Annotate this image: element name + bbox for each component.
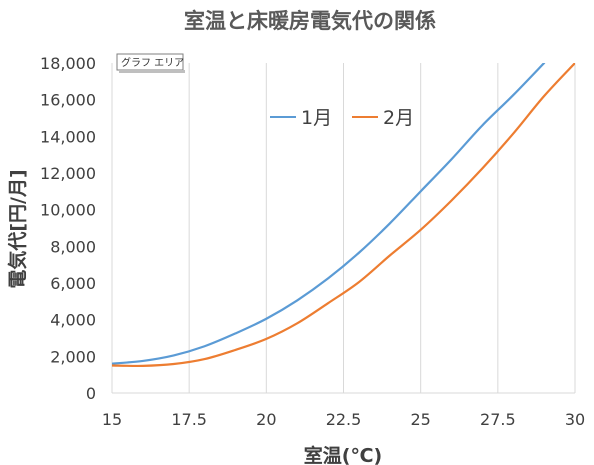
series-line-1月 — [112, 63, 546, 365]
legend-label-1月: 1月 — [301, 107, 332, 129]
y-tick-label: 0 — [86, 384, 96, 403]
legend-label-2月: 2月 — [383, 107, 414, 129]
y-axis-title: 電気代[円/月] — [6, 169, 29, 288]
y-tick-label: 6,000 — [50, 274, 96, 293]
series-lines — [112, 63, 575, 368]
chart-area-tooltip: グラフ エリア — [116, 53, 185, 73]
y-tick-label: 12,000 — [40, 164, 96, 183]
x-tick-label: 20 — [256, 410, 276, 429]
y-tick-label: 4,000 — [50, 311, 96, 330]
chart-title: 室温と床暖房電気代の関係 — [184, 9, 436, 33]
series-line-2月 — [112, 63, 575, 368]
x-tick-label: 25 — [410, 410, 430, 429]
y-tick-label: 2,000 — [50, 347, 96, 366]
x-tick-label: 17.5 — [171, 410, 207, 429]
legend: 1月 2月 — [270, 107, 414, 129]
y-tick-label: 18,000 — [40, 54, 96, 73]
tooltip-shadow — [119, 70, 185, 73]
x-axis-title: 室温(℃) — [304, 444, 382, 465]
gridlines — [111, 63, 576, 393]
x-tick-label: 30 — [565, 410, 585, 429]
y-tick-label: 16,000 — [40, 91, 96, 110]
x-tick-label: 22.5 — [326, 410, 362, 429]
x-tick-label: 15 — [102, 410, 122, 429]
x-tick-label: 27.5 — [480, 410, 516, 429]
y-tick-label: 10,000 — [40, 201, 96, 220]
axes: 15 17.5 20 22.5 25 27.5 30 0 2,000 4,000 6,000 8,00… — [40, 54, 585, 429]
tooltip-text: グラフ エリア — [121, 56, 184, 69]
y-tick-label: 8,000 — [50, 237, 96, 256]
y-tick-label: 14,000 — [40, 127, 96, 146]
